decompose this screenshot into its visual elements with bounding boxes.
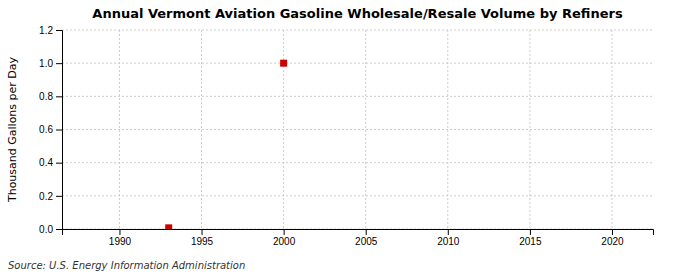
tick-label: 2020 [601, 236, 624, 247]
tick-mark [56, 130, 62, 131]
tick: 0.4 [39, 157, 62, 168]
tick-mark [56, 163, 62, 164]
tick-label: 1990 [109, 236, 132, 247]
tick: 2000 [273, 229, 296, 247]
tick: 1990 [109, 229, 132, 247]
tick-label: 2000 [273, 236, 296, 247]
tick: 1995 [191, 229, 214, 247]
x-axis: 1990 1995 2000 2005 2010 2015 2020 [63, 229, 654, 247]
point [165, 224, 172, 229]
grid-line [62, 30, 653, 31]
tick-mark [202, 229, 203, 235]
tick-label: 2015 [519, 236, 542, 247]
tick-mark [56, 63, 62, 64]
axis-line [63, 230, 654, 236]
tick-label: 2005 [355, 236, 378, 247]
points [165, 60, 287, 229]
plot: 1990 1995 2000 2005 2010 2015 2020 0.0 0.2 0.4 0.6… [39, 25, 653, 247]
tick-mark [530, 229, 531, 235]
tick: 0.0 [39, 224, 62, 235]
grid-line [62, 195, 653, 196]
tick-mark [448, 229, 449, 235]
tick-label: 1.0 [39, 58, 53, 69]
tick-label: 1.2 [39, 25, 53, 36]
chart: 1990 1995 2000 2005 2010 2015 2020 0.0 0.2 0.4 0.6… [0, 0, 675, 275]
tick-mark [56, 196, 62, 197]
grid-line [62, 63, 653, 64]
tick: 2020 [601, 229, 624, 247]
tick-mark [56, 96, 62, 97]
tick: 2005 [355, 229, 378, 247]
tick: 1.0 [39, 58, 62, 69]
grid [62, 30, 653, 229]
grid-line [62, 96, 653, 97]
tick: 0.8 [39, 91, 62, 102]
y-axis-title: Thousand Gallons per Day [6, 56, 19, 203]
tick-label: 1995 [191, 236, 214, 247]
tick-mark [119, 229, 120, 235]
tick-label: 2010 [437, 236, 460, 247]
point [280, 60, 287, 67]
axis-line [56, 31, 63, 230]
tick: 2015 [519, 229, 542, 247]
tick-mark [366, 229, 367, 235]
tick-label: 0.0 [39, 224, 53, 235]
tick-label: 0.2 [39, 191, 53, 202]
grid-line [201, 30, 202, 229]
tick-mark [56, 30, 62, 31]
tick: 0.6 [39, 124, 62, 135]
annotation: Source: U.S. Energy Information Administ… [8, 260, 245, 271]
tick-label: 0.6 [39, 124, 53, 135]
tick-label: 0.8 [39, 91, 53, 102]
y-axis: 0.0 0.2 0.4 0.6 0.8 1.0 1.2 [39, 25, 62, 235]
tick-mark [612, 229, 613, 235]
tick: 0.2 [39, 191, 62, 202]
title: Annual Vermont Aviation Gasoline Wholesa… [92, 6, 623, 21]
tick: 2010 [437, 229, 460, 247]
tick-label: 0.4 [39, 157, 53, 168]
grid-line [62, 162, 653, 163]
grid-line [62, 129, 653, 130]
tick: 1.2 [39, 25, 62, 36]
tick-mark [284, 229, 285, 235]
tick-mark [56, 229, 62, 230]
